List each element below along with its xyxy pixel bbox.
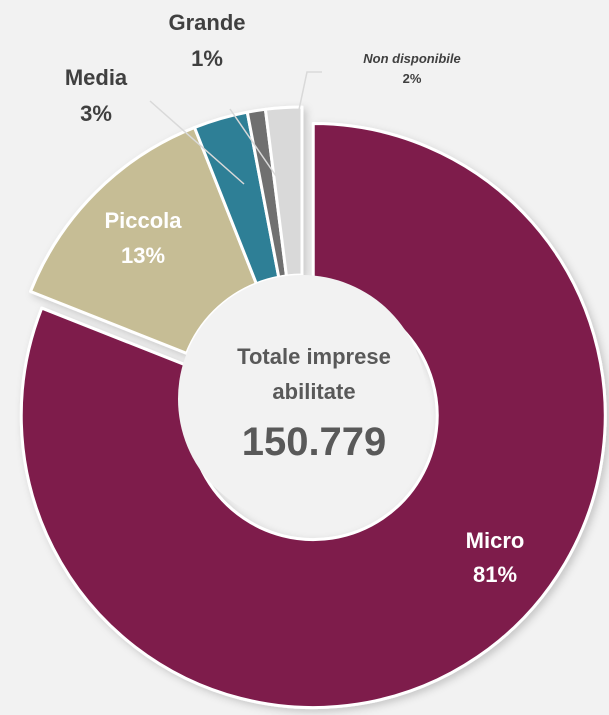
donut-slices [19,105,607,710]
label-non-disponibile-percent: 2% [403,71,422,86]
label-piccola-name: Piccola [104,208,182,233]
leader-line-non-disponibile [289,71,322,153]
label-media-percent: 3% [80,101,112,126]
center-title-line2: abilitate [272,379,355,404]
label-grande-name: Grande [168,10,245,35]
leader-line-media [149,100,245,185]
slice-micro [19,122,607,710]
label-grande-percent: 1% [191,46,223,71]
label-micro-percent: 81% [473,562,517,587]
label-non-disponibile-name: Non disponibile [363,51,461,66]
center-title-line1: Totale imprese [237,344,391,369]
leader-line-grande [229,108,277,177]
center-total-value: 150.779 [242,420,387,464]
label-piccola-percent: 13% [121,243,165,268]
label-media-name: Media [65,65,128,90]
slice-labels: Micro 81% Piccola 13% Media 3% Grande 1% Non dis… [65,10,525,587]
leader-lines [149,71,322,185]
label-micro-name: Micro [466,528,525,553]
donut-hole [178,275,426,523]
